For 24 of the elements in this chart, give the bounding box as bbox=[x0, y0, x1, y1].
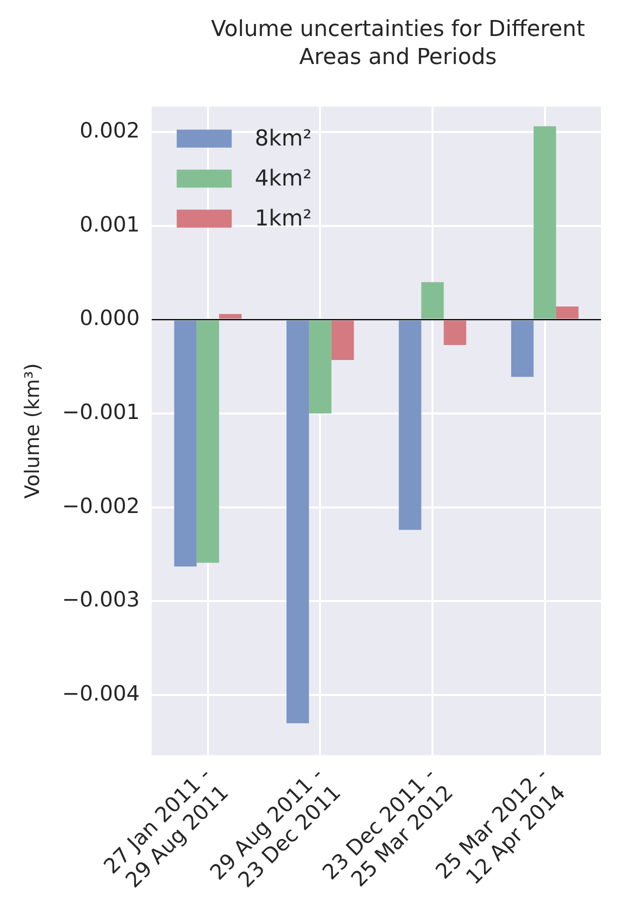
bar bbox=[421, 282, 444, 319]
bar bbox=[308, 320, 332, 414]
bar bbox=[286, 320, 309, 724]
y-tick-label: 0.001 bbox=[80, 212, 140, 236]
bar bbox=[219, 314, 242, 319]
legend-label: 4km² bbox=[254, 166, 312, 192]
legend-label: 8km² bbox=[254, 126, 312, 152]
y-axis-title: Volume (km³) bbox=[20, 363, 44, 499]
bar bbox=[398, 320, 422, 530]
y-tick-label: −0.001 bbox=[62, 400, 140, 424]
y-tick-label: 0.000 bbox=[80, 306, 140, 330]
bar bbox=[331, 320, 354, 360]
bar bbox=[444, 320, 466, 345]
y-tick-label: −0.002 bbox=[62, 494, 140, 518]
bar bbox=[511, 320, 534, 377]
bar bbox=[196, 320, 220, 563]
chart-title: Volume uncertainties for Different Areas and Periods bbox=[210, 16, 586, 72]
y-tick-label: −0.003 bbox=[62, 588, 140, 612]
legend-label: 1km² bbox=[254, 206, 312, 232]
y-tick-label: 0.002 bbox=[80, 118, 140, 142]
bar bbox=[556, 306, 579, 319]
y-tick-label: −0.004 bbox=[62, 682, 140, 706]
bar bbox=[534, 126, 556, 319]
bar bbox=[174, 320, 197, 567]
